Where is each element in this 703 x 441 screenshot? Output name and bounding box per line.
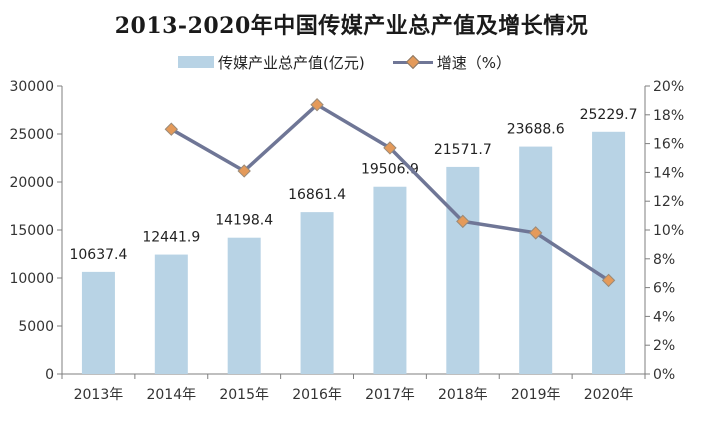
y-right-tick-label: 16% xyxy=(653,137,684,153)
bar xyxy=(519,146,553,374)
growth-marker xyxy=(456,214,470,229)
bar xyxy=(446,166,480,374)
bar-data-label: 10637.4 xyxy=(69,247,127,263)
y-left-tick-label: 0 xyxy=(45,367,54,383)
y-right-tick-label: 14% xyxy=(653,165,684,181)
growth-marker xyxy=(383,141,397,155)
bar xyxy=(592,131,626,374)
bar xyxy=(300,212,334,374)
y-left-tick-label: 30000 xyxy=(9,79,54,95)
legend-label-growth: 增速（%） xyxy=(436,53,511,72)
bar-data-label: 14198.4 xyxy=(215,213,273,229)
y-left-tick-label: 20000 xyxy=(9,175,54,191)
x-tick-label: 2017年 xyxy=(365,387,415,403)
y-left-tick-label: 15000 xyxy=(9,223,54,239)
bar xyxy=(373,186,407,374)
chart-title: 2013-2020年中国传媒产业总产值及增长情况 xyxy=(114,13,589,39)
y-left-tick-label: 10000 xyxy=(9,271,54,287)
y-right-tick-label: 12% xyxy=(653,194,684,210)
x-tick-label: 2015年 xyxy=(219,387,269,403)
y-right-tick-label: 4% xyxy=(653,309,675,325)
legend-bar-swatch xyxy=(178,56,214,68)
bar-data-label: 25229.7 xyxy=(580,107,638,123)
y-right-tick-label: 20% xyxy=(653,79,684,95)
bar xyxy=(81,271,115,374)
x-tick-label: 2013年 xyxy=(74,387,124,403)
y-right-tick-label: 8% xyxy=(653,252,675,268)
growth-marker xyxy=(164,122,179,136)
legend-line-swatch xyxy=(392,54,433,70)
growth-marker xyxy=(237,164,251,178)
x-tick-label: 2019年 xyxy=(511,387,561,403)
bar-data-label: 21571.7 xyxy=(434,142,492,158)
x-tick-label: 2014年 xyxy=(146,387,196,403)
growth-marker xyxy=(601,273,616,288)
bar xyxy=(227,237,261,374)
bar-data-label: 16861.4 xyxy=(288,187,346,203)
legend: 传媒产业总产值(亿元) 增速（%） xyxy=(178,52,539,72)
y-right-tick-label: 18% xyxy=(653,108,684,124)
y-right-tick-label: 2% xyxy=(653,338,675,354)
bar xyxy=(154,254,188,374)
y-left-tick-label: 5000 xyxy=(18,319,54,335)
legend-label-output: 传媒产业总产值(亿元) xyxy=(218,53,365,72)
y-left-tick-label: 25000 xyxy=(9,127,54,143)
y-right-tick-label: 10% xyxy=(653,223,684,239)
y-right-tick-label: 6% xyxy=(653,281,675,297)
bar-data-label: 12441.9 xyxy=(142,230,200,246)
bar-data-label: 19506.9 xyxy=(361,162,419,178)
growth-marker xyxy=(310,98,324,112)
y-right-tick-label: 0% xyxy=(653,367,675,383)
legend-item-output: 传媒产业总产值(亿元) xyxy=(178,52,365,73)
legend-item-growth: 增速（%） xyxy=(392,52,511,73)
growth-marker xyxy=(528,226,543,240)
x-tick-label: 2018年 xyxy=(438,387,488,403)
bar-data-label: 23688.6 xyxy=(507,122,565,138)
x-tick-label: 2020年 xyxy=(584,387,634,403)
x-tick-label: 2016年 xyxy=(292,387,342,403)
